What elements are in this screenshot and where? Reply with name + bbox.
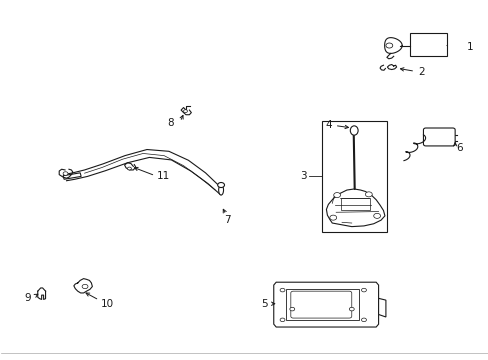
Bar <box>321 121 386 232</box>
Circle shape <box>289 307 294 311</box>
Text: 6: 6 <box>456 143 462 153</box>
Text: 9: 9 <box>24 293 31 303</box>
Polygon shape <box>378 298 385 317</box>
Text: 10: 10 <box>101 299 114 309</box>
Polygon shape <box>326 189 384 226</box>
Circle shape <box>63 172 68 175</box>
Polygon shape <box>273 282 378 327</box>
Circle shape <box>217 183 224 188</box>
Text: 5: 5 <box>261 299 267 309</box>
Circle shape <box>127 167 131 170</box>
Circle shape <box>373 213 380 219</box>
Text: 3: 3 <box>300 171 306 181</box>
Circle shape <box>280 318 285 321</box>
Text: 7: 7 <box>224 215 230 225</box>
Polygon shape <box>74 279 92 293</box>
Ellipse shape <box>349 126 357 135</box>
Bar <box>340 198 369 211</box>
Text: 11: 11 <box>157 171 170 181</box>
Circle shape <box>280 288 285 292</box>
Circle shape <box>183 110 187 113</box>
Polygon shape <box>63 173 81 179</box>
Circle shape <box>329 215 336 220</box>
FancyBboxPatch shape <box>290 291 351 318</box>
Circle shape <box>361 288 366 292</box>
Circle shape <box>361 318 366 321</box>
Bar <box>285 289 358 320</box>
Circle shape <box>385 43 392 48</box>
Circle shape <box>82 284 88 289</box>
Circle shape <box>333 193 340 198</box>
Circle shape <box>365 192 371 197</box>
Text: 8: 8 <box>167 118 174 128</box>
Bar <box>409 33 446 56</box>
Circle shape <box>348 307 353 311</box>
Text: 1: 1 <box>466 42 472 52</box>
Ellipse shape <box>218 185 223 195</box>
FancyBboxPatch shape <box>423 128 454 146</box>
Polygon shape <box>384 38 401 53</box>
Text: 4: 4 <box>325 121 331 130</box>
Text: 2: 2 <box>418 67 425 77</box>
